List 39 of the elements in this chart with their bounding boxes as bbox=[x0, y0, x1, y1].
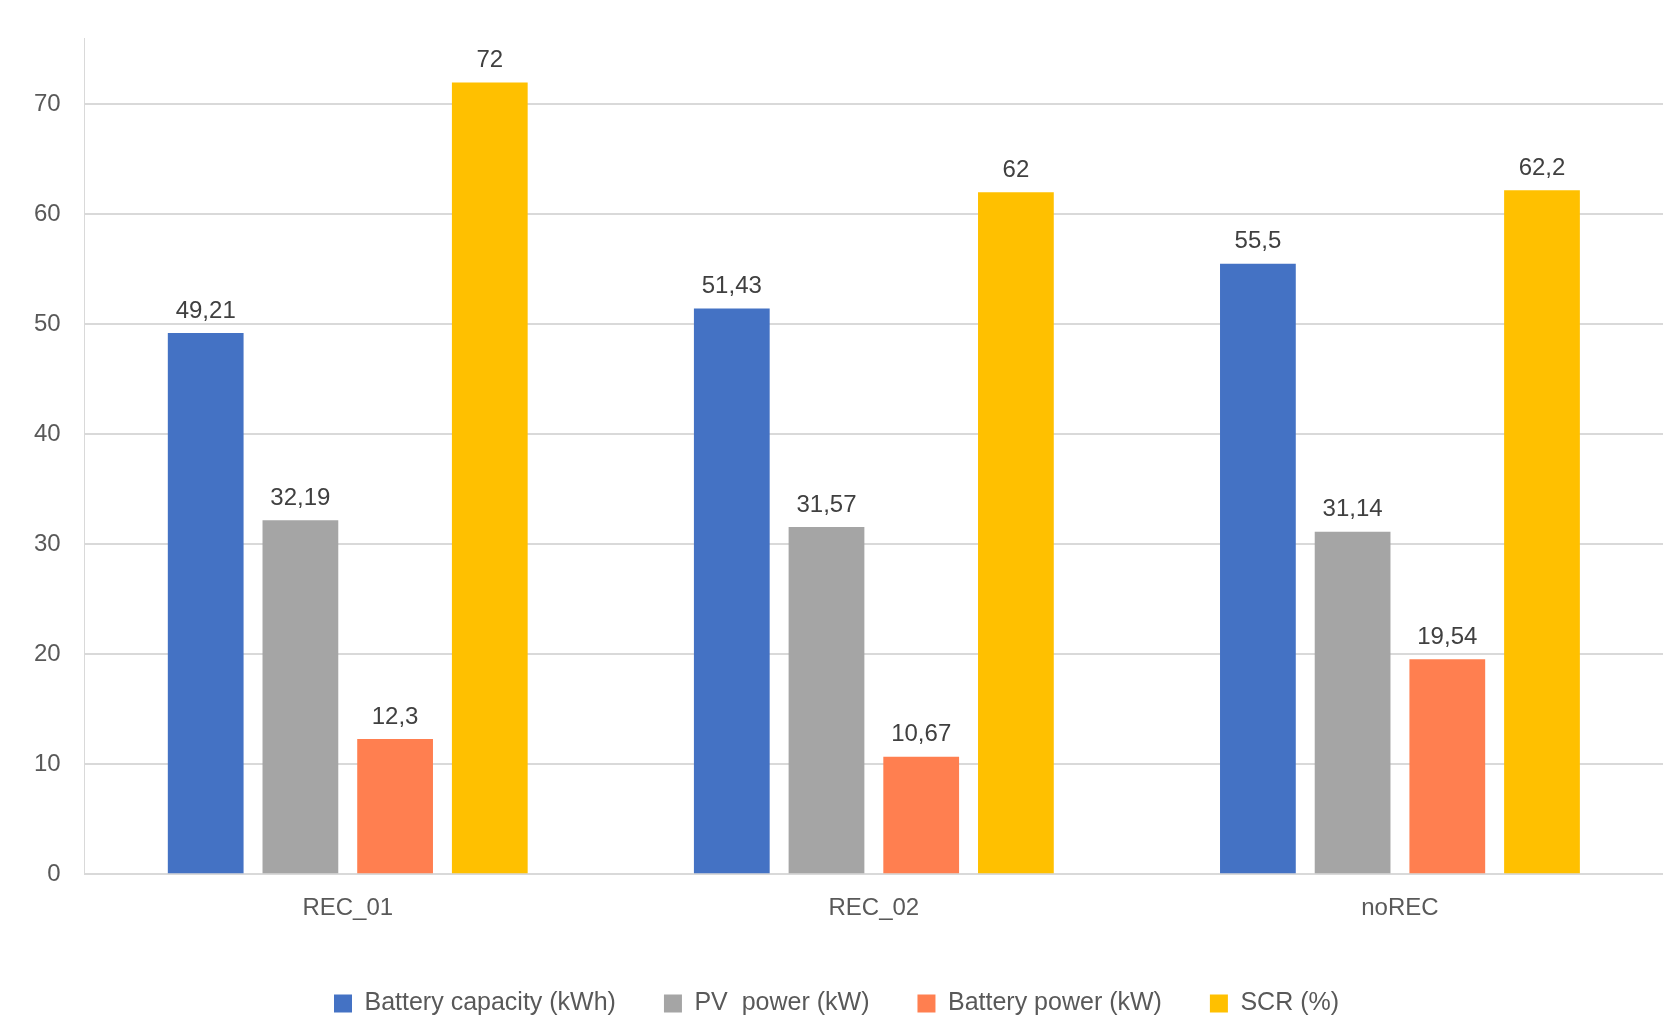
data-label: 72 bbox=[476, 45, 504, 73]
data-label: 31,14 bbox=[1322, 494, 1383, 522]
bar bbox=[1504, 190, 1580, 874]
data-label: 19,54 bbox=[1417, 621, 1478, 649]
y-tick-label: 60 bbox=[33, 198, 61, 226]
x-tick-label: REC_02 bbox=[828, 893, 920, 921]
y-tick-label: 50 bbox=[33, 308, 61, 336]
bar bbox=[262, 520, 339, 874]
data-label: 12,3 bbox=[371, 701, 419, 729]
data-label: 10,67 bbox=[891, 719, 952, 747]
bar bbox=[978, 192, 1054, 874]
x-tick-label: REC_01 bbox=[302, 893, 394, 921]
data-label: 31,57 bbox=[796, 489, 857, 517]
bar bbox=[693, 308, 770, 874]
legend-label: PV power (kW) bbox=[694, 987, 870, 1016]
bar bbox=[451, 82, 528, 874]
y-tick-label: 40 bbox=[33, 418, 61, 446]
data-label: 55,5 bbox=[1234, 226, 1282, 254]
y-tick-label: 10 bbox=[33, 748, 61, 776]
legend-label: Battery power (kW) bbox=[947, 987, 1162, 1016]
data-label: 32,19 bbox=[270, 482, 331, 510]
bar bbox=[1409, 659, 1486, 874]
bar bbox=[167, 333, 244, 874]
bar bbox=[788, 527, 865, 874]
y-tick-label: 0 bbox=[47, 858, 61, 886]
bar bbox=[357, 738, 433, 874]
y-tick-label: 20 bbox=[33, 638, 61, 666]
y-tick-label: 70 bbox=[33, 89, 61, 117]
data-label: 62,2 bbox=[1518, 152, 1566, 180]
data-label: 51,43 bbox=[701, 271, 762, 299]
legend-label: SCR (%) bbox=[1240, 987, 1340, 1016]
bar bbox=[883, 756, 960, 874]
bar bbox=[1220, 263, 1296, 874]
bar bbox=[1314, 531, 1391, 874]
legend-label: Battery capacity (kWh) bbox=[364, 987, 616, 1016]
data-label: 49,21 bbox=[175, 295, 236, 323]
y-tick-label: 30 bbox=[33, 528, 61, 556]
data-label: 62 bbox=[1002, 154, 1030, 182]
x-tick-label: noREC bbox=[1361, 893, 1439, 921]
